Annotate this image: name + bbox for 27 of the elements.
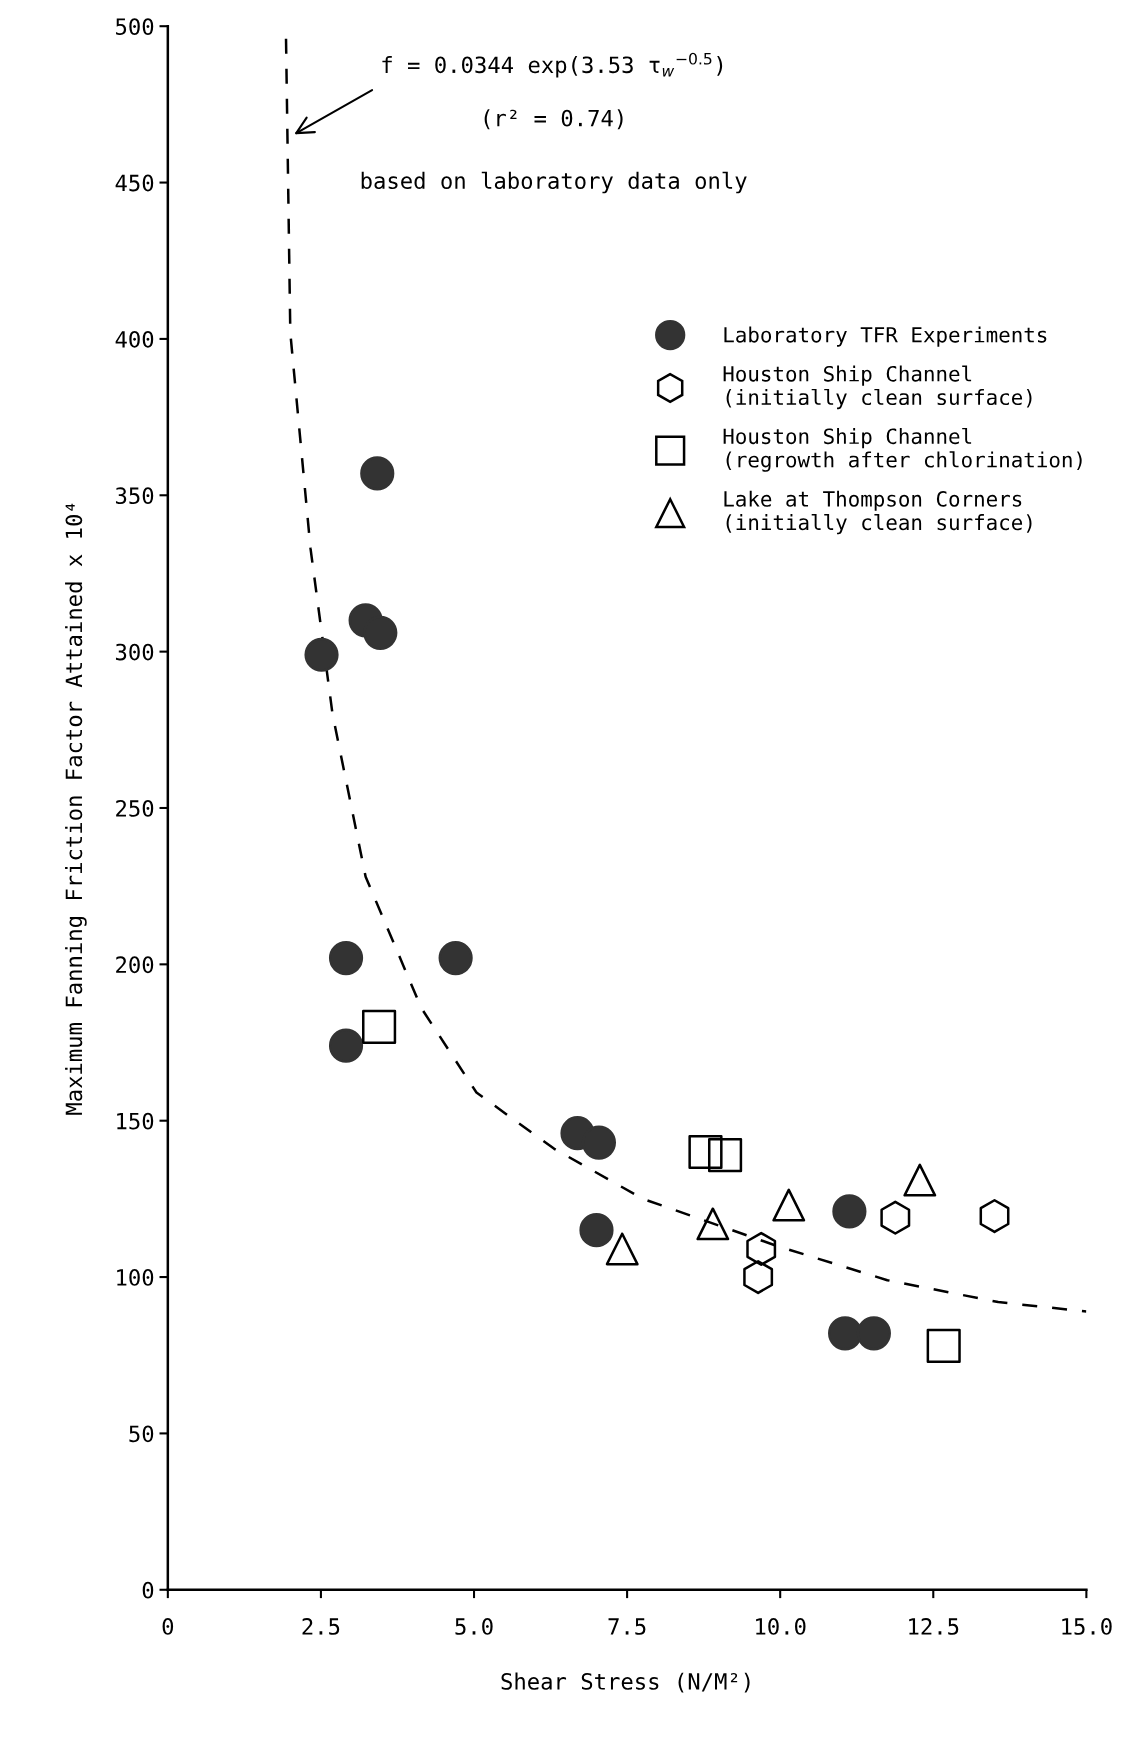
x-tick-label: 5.0 [455, 1618, 493, 1635]
y-tick-label: 500 [116, 18, 154, 36]
x-tick-label: 15.0 [1062, 1618, 1112, 1635]
annotation: (r² = 0.74) [484, 109, 623, 130]
legend-label: Lake at Thompson Corners (initially clean surface) [724, 490, 1032, 535]
y-tick-label: 300 [115, 643, 154, 661]
y-tick-label: 150 [117, 1112, 154, 1130]
y-tick-label: 100 [117, 1269, 154, 1286]
y-tick-label: 50 [129, 1425, 154, 1443]
y-tick-label: 400 [115, 330, 154, 348]
x-tick-label: 2.5 [302, 1618, 340, 1635]
y-tick-label: 250 [116, 800, 154, 817]
y-axis-title: Maximum Fanning Friction Factor Attained x 10⁴ [65, 503, 87, 1115]
x-tick-label: 12.5 [909, 1618, 959, 1635]
legend-label: Laboratory TFR Experiments [724, 326, 1047, 347]
y-tick-label: 0 [142, 1581, 154, 1599]
y-tick-label: 200 [116, 956, 154, 974]
x-tick-label: 0 [162, 1618, 174, 1635]
annotation: based on laboratory data only [361, 171, 747, 194]
x-axis-title: Shear Stress (N/M²) [501, 1672, 750, 1693]
y-tick-label: 350 [115, 487, 154, 505]
legend-label: Houston Ship Channel (initially clean surface) [723, 365, 1032, 410]
y-tick-label: 450 [115, 174, 154, 192]
legend-label: Houston Ship Channel (regrowth after chlorination) [723, 427, 1082, 472]
x-tick-label: 7.5 [608, 1618, 646, 1635]
annotation: f = 0.0344 exp(3.53 τ$_{w}$$^{−0.5}$) [382, 52, 723, 78]
x-tick-label: 10.0 [756, 1618, 806, 1635]
